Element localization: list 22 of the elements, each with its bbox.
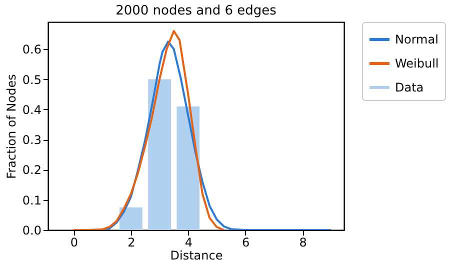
- x-tick-label: 2: [128, 236, 136, 250]
- y-tick-label: 0.3: [22, 133, 42, 148]
- bar: [176, 106, 200, 230]
- y-tick-label: 0.6: [22, 42, 42, 57]
- x-tick-label: 4: [184, 236, 192, 250]
- y-tick-label: 0.1: [22, 193, 42, 208]
- legend-label: Weibull: [395, 56, 439, 70]
- x-axis-title: Distance: [170, 248, 223, 262]
- y-tick-label: 0.2: [22, 163, 42, 178]
- y-tick-label: 0.4: [22, 102, 42, 117]
- bar: [148, 79, 171, 230]
- chart-title: 2000 nodes and 6 edges: [116, 4, 277, 18]
- legend-label: Normal: [395, 32, 438, 46]
- line-series: [72, 30, 225, 230]
- x-tick-label: 6: [242, 236, 250, 250]
- legend-label: Data: [395, 80, 424, 94]
- bar: [120, 207, 142, 230]
- x-tick-label: 0: [70, 236, 78, 250]
- y-tick-label: 0.0: [22, 224, 42, 238]
- x-tick-label: 8: [299, 236, 307, 250]
- y-tick-label: 0.5: [22, 72, 42, 87]
- y-axis-title: Fraction of Nodes: [4, 74, 18, 179]
